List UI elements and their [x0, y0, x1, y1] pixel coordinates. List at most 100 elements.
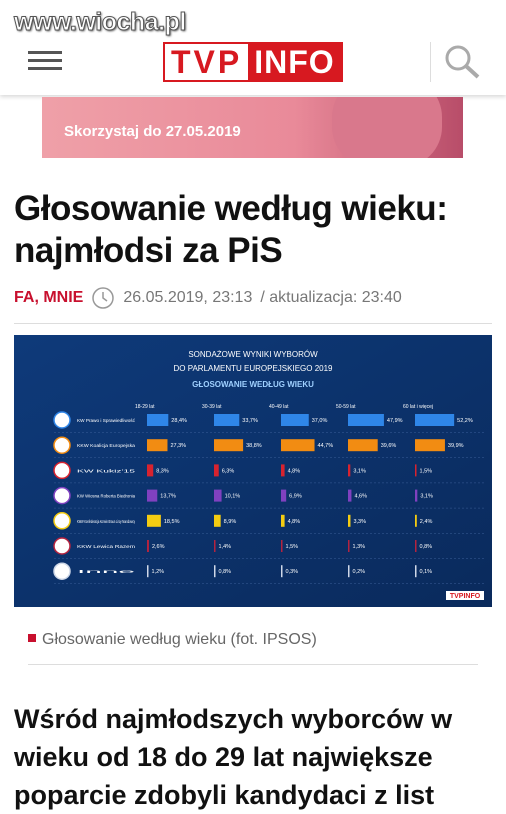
byline: FA, MNIE 26.05.2019, 23:13 / aktualizacj…	[14, 286, 402, 310]
value-label: 28,4%	[171, 418, 187, 424]
value-label: 2,4%	[420, 519, 433, 525]
bar	[281, 414, 309, 426]
bar	[348, 414, 384, 426]
value-label: 1,5%	[420, 468, 433, 474]
body-line: Wśród najmłodszych wyborców w	[14, 704, 453, 734]
value-label: 10,1%	[225, 494, 241, 500]
logo-left: TVP	[165, 44, 249, 80]
value-label: 44,7%	[318, 443, 334, 449]
value-label: 13,7%	[160, 494, 176, 500]
value-label: 6,3%	[222, 468, 235, 474]
party-logo	[53, 512, 71, 530]
bar	[214, 414, 240, 426]
value-label: 0,1%	[420, 569, 433, 575]
value-label: 1,2%	[152, 569, 165, 575]
bar	[281, 439, 315, 452]
body-line: wieku od 18 do 29 lat największe	[14, 742, 433, 772]
article-body: Wśród najmłodszych wyborców w wieku od 1…	[14, 700, 452, 814]
chart-brand: TVPINFO	[450, 593, 481, 600]
logo-right: INFO	[248, 44, 341, 80]
bar	[214, 439, 244, 452]
value-label: 6,9%	[289, 494, 302, 500]
title-line: Głosowanie według wieku:	[14, 189, 448, 228]
caption: Głosowanie według wieku (fot. IPSOS)	[28, 631, 317, 649]
column-header: 60 lat i więcej	[403, 404, 433, 410]
bar	[415, 439, 445, 452]
value-label: 0,8%	[219, 569, 232, 575]
legend-label: KW Wiosna Roberta Biedronia	[77, 494, 135, 499]
value-label: 8,3%	[156, 468, 169, 474]
bar	[281, 565, 283, 578]
divider	[28, 664, 478, 665]
value-label: 38,8%	[246, 443, 262, 449]
value-label: 52,2%	[457, 418, 473, 424]
divider	[14, 323, 492, 324]
value-label: 33,7%	[242, 418, 258, 424]
legend-label: KW Kukiz'15	[77, 468, 136, 473]
bar	[281, 540, 283, 552]
caption-text: Głosowanie według wieku (fot. IPSOS)	[42, 631, 317, 648]
date: 26.05.2019, 23:13	[123, 289, 253, 306]
bar	[214, 540, 216, 552]
author: FA, MNIE	[14, 289, 84, 306]
chart-background	[14, 335, 492, 607]
chart-subtitle: GŁOSOWANIE WEDŁUG WIEKU	[192, 380, 314, 389]
legend-label: Inne	[77, 569, 138, 574]
party-logo	[53, 562, 71, 580]
divider	[430, 42, 431, 82]
brand-box	[446, 591, 484, 600]
updated: / aktualizacja: 23:40	[260, 289, 402, 306]
title-line: najmłodsi za PiS	[14, 231, 283, 270]
chart-title: SONDAŻOWE WYNIKI WYBORÓW	[188, 350, 318, 359]
value-label: 4,6%	[354, 494, 367, 500]
party-logo	[53, 411, 71, 429]
value-label: 4,8%	[288, 519, 301, 525]
bar	[214, 565, 216, 578]
party-logo	[53, 436, 71, 454]
bar	[348, 565, 350, 578]
ad-text: Skorzystaj do 27.05.2019	[64, 123, 241, 140]
party-logo	[53, 461, 71, 480]
value-label: 3,1%	[420, 494, 433, 500]
search-icon[interactable]	[444, 44, 482, 80]
value-label: 1,3%	[353, 544, 366, 550]
legend-label: KKW Koalicja Europejska	[77, 443, 136, 448]
column-header: 50-59 lat	[336, 404, 356, 410]
value-label: 3,3%	[353, 519, 366, 525]
menu-icon[interactable]	[28, 51, 62, 71]
logo[interactable]: TVP INFO	[163, 42, 343, 82]
body-line: poparcie zdobyli kandydaci z list	[14, 780, 435, 810]
bar	[415, 565, 417, 578]
column-header: 18-29 lat	[135, 404, 155, 410]
bar	[415, 540, 417, 552]
value-label: 0,2%	[353, 569, 366, 575]
value-label: 0,3%	[286, 569, 299, 575]
bar	[147, 489, 158, 502]
bar	[214, 489, 222, 502]
legend-label: KW Prawo i Sprawiedliwość	[77, 418, 136, 423]
bar	[415, 414, 455, 426]
bar	[214, 464, 219, 477]
value-label: 4,8%	[288, 468, 301, 474]
party-logo	[53, 537, 71, 555]
ad-figure	[332, 97, 442, 158]
bar	[415, 464, 417, 477]
column-header: 40-49 lat	[269, 404, 289, 410]
article-title: Głosowanie według wieku: najmłodsi za Pi…	[14, 188, 448, 272]
value-label: 2,6%	[152, 544, 165, 550]
ad-banner[interactable]: Skorzystaj do 27.05.2019	[42, 97, 463, 158]
bar	[281, 514, 285, 527]
watermark: www.wiocha.pl	[14, 8, 187, 37]
header: TVP INFO	[0, 0, 506, 95]
value-label: 18,5%	[164, 519, 180, 525]
bar	[281, 464, 285, 477]
value-label: 47,9%	[387, 418, 403, 424]
chart: SONDAŻOWE WYNIKI WYBORÓW DO PARLAMENTU E…	[14, 335, 492, 607]
legend-label: KKW Lewica Razem	[77, 544, 135, 549]
bar	[348, 489, 352, 502]
bar	[147, 514, 161, 527]
party-logo	[53, 486, 71, 505]
bar	[348, 540, 350, 552]
value-label: 37,0%	[312, 418, 328, 424]
